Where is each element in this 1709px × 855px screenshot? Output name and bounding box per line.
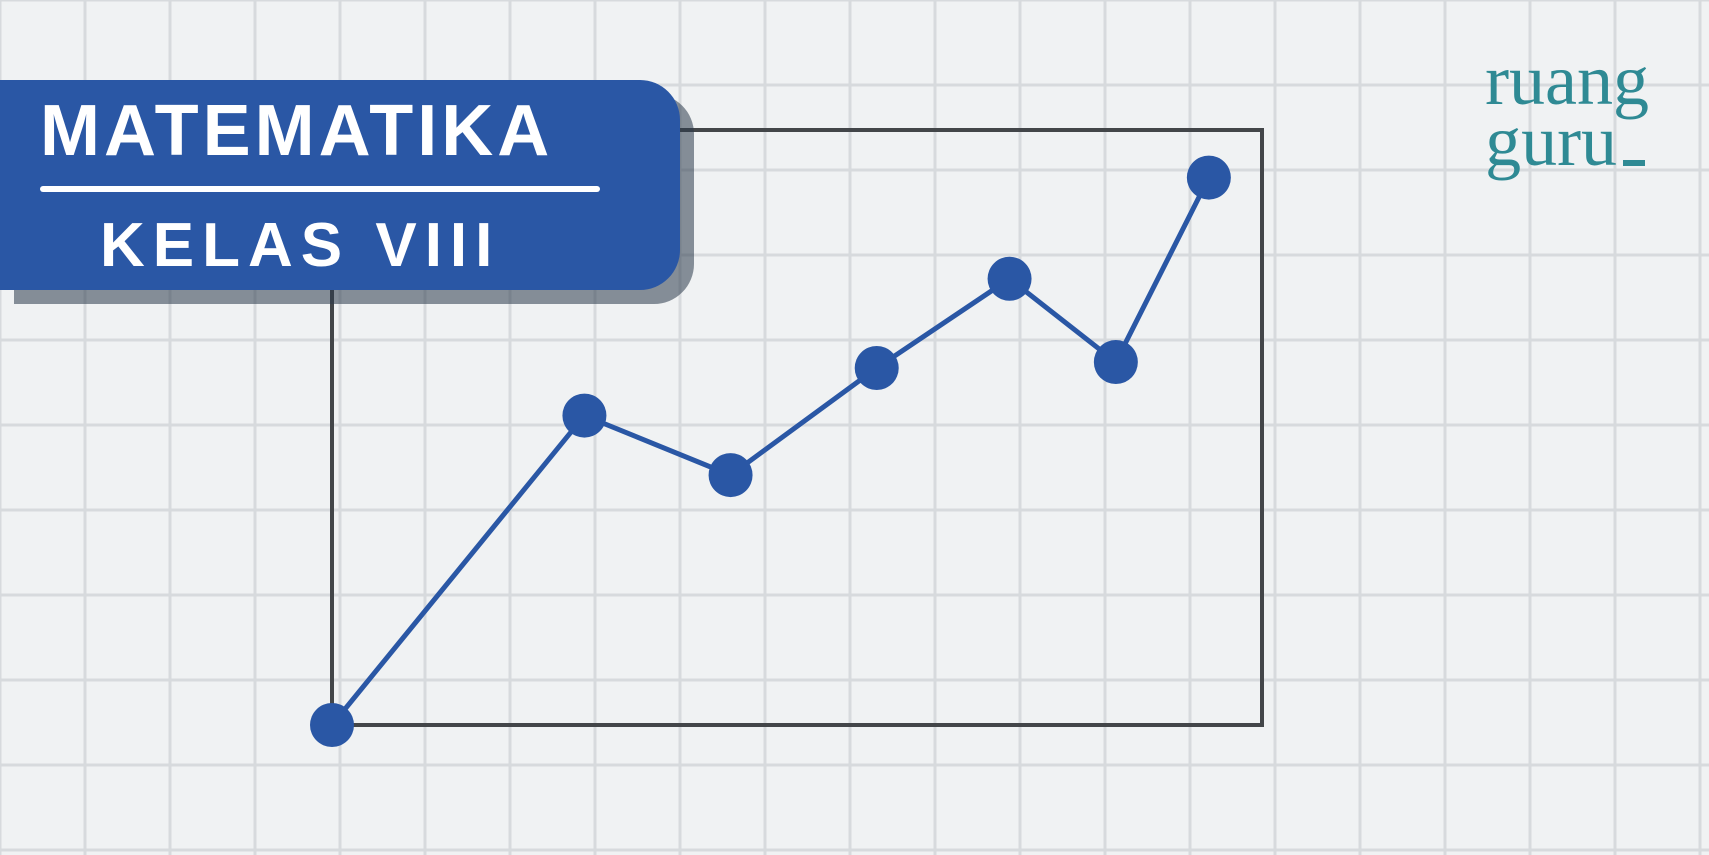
logo-line-2: guru <box>1485 111 1617 172</box>
brand-logo: ruang guru <box>1485 50 1649 172</box>
title-line-2: KELAS VIII <box>40 210 680 281</box>
title-divider <box>40 186 600 192</box>
canvas: MATEMATIKA KELAS VIII ruang guru <box>0 0 1709 855</box>
title-line-1: MATEMATIKA <box>40 90 680 172</box>
title-badge: MATEMATIKA KELAS VIII <box>0 80 680 290</box>
